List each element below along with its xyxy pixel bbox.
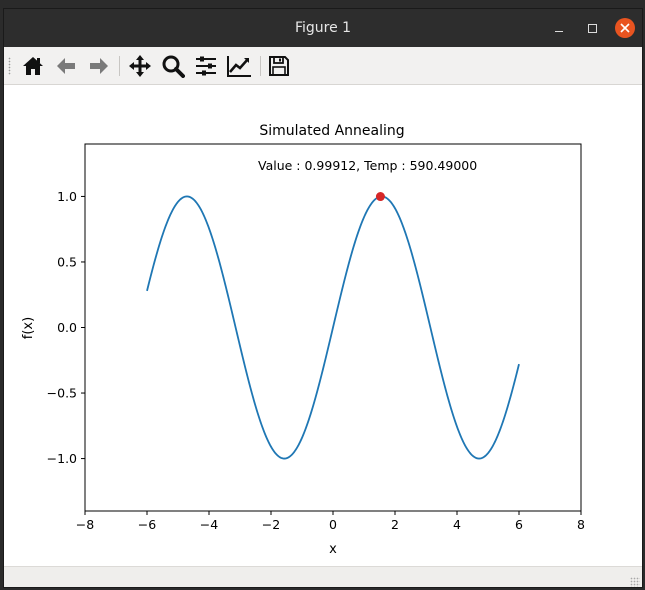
home-button[interactable] bbox=[20, 53, 46, 79]
annotation-text: Value : 0.99912, Temp : 590.49000 bbox=[258, 158, 477, 173]
x-axis-label: x bbox=[329, 542, 337, 557]
navigation-toolbar bbox=[4, 47, 642, 85]
x-tick-label: −8 bbox=[76, 517, 94, 532]
series-line bbox=[146, 195, 520, 460]
close-button[interactable] bbox=[615, 18, 635, 38]
toolbar-separator bbox=[119, 56, 120, 76]
maximize-button[interactable] bbox=[582, 18, 602, 38]
x-tick-label: 8 bbox=[577, 517, 585, 532]
status-bar bbox=[4, 566, 642, 587]
forward-icon bbox=[90, 58, 108, 74]
x-tick-label: −6 bbox=[138, 517, 156, 532]
title-bar[interactable]: Figure 1 bbox=[4, 9, 642, 47]
y-tick-label: 0.0 bbox=[57, 320, 77, 335]
back-icon bbox=[57, 58, 75, 74]
y-tick-label: −1.0 bbox=[47, 451, 77, 466]
minimize-button[interactable] bbox=[549, 18, 569, 38]
x-tick-label: 6 bbox=[515, 517, 523, 532]
toolbar-grip[interactable] bbox=[8, 57, 11, 75]
configure-subplots-button[interactable] bbox=[193, 53, 219, 79]
save-button[interactable] bbox=[266, 53, 292, 79]
edit-axis-button[interactable] bbox=[226, 53, 252, 79]
home-icon bbox=[23, 57, 43, 75]
close-icon bbox=[620, 23, 630, 33]
zoom-button[interactable] bbox=[160, 53, 186, 79]
x-axis-ticks: −8 −6 −4 −2 0 2 4 6 8 bbox=[76, 511, 585, 532]
figure-canvas[interactable]: Simulated Annealing Value : 0.99912, Tem… bbox=[4, 85, 642, 566]
pan-icon bbox=[129, 55, 151, 77]
x-tick-label: −4 bbox=[200, 517, 218, 532]
plot: Simulated Annealing Value : 0.99912, Tem… bbox=[21, 123, 585, 557]
x-tick-label: 2 bbox=[391, 517, 399, 532]
x-tick-label: 0 bbox=[329, 517, 337, 532]
window-title: Figure 1 bbox=[294, 20, 352, 36]
chart-title: Simulated Annealing bbox=[259, 123, 404, 139]
save-icon bbox=[269, 56, 289, 76]
x-tick-label: 4 bbox=[453, 517, 461, 532]
x-tick-label: −2 bbox=[262, 517, 280, 532]
y-axis-ticks: −1.0 −0.5 0.0 0.5 1.0 bbox=[47, 189, 85, 466]
back-button[interactable] bbox=[53, 53, 79, 79]
y-tick-label: −0.5 bbox=[47, 386, 77, 401]
configure-subplots-icon bbox=[196, 56, 216, 76]
forward-button[interactable] bbox=[86, 53, 112, 79]
resize-grip[interactable] bbox=[630, 577, 640, 587]
zoom-icon bbox=[162, 55, 185, 78]
y-tick-label: 1.0 bbox=[57, 189, 77, 204]
current-point-marker bbox=[375, 192, 385, 202]
figure-window: Figure 1 bbox=[3, 8, 643, 588]
toolbar-separator bbox=[260, 56, 261, 76]
y-tick-label: 0.5 bbox=[57, 254, 77, 269]
edit-axis-icon bbox=[227, 56, 251, 77]
y-axis-label: f(x) bbox=[21, 317, 36, 339]
pan-button[interactable] bbox=[127, 53, 153, 79]
